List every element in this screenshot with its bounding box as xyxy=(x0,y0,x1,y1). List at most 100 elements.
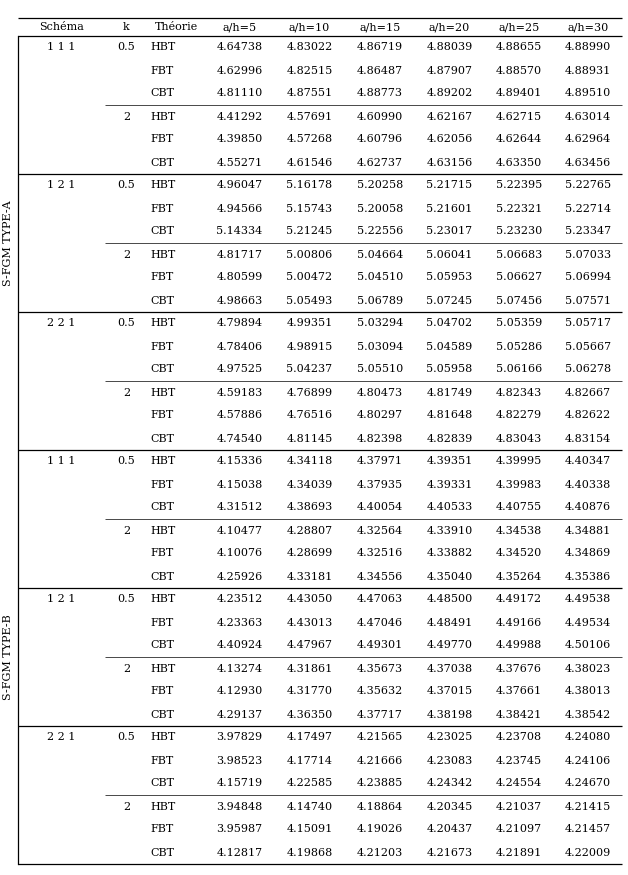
Text: 4.40755: 4.40755 xyxy=(496,502,542,513)
Text: CBT: CBT xyxy=(150,710,174,719)
Text: S-FGM TYPE-A: S-FGM TYPE-A xyxy=(3,200,13,286)
Text: 4.39983: 4.39983 xyxy=(496,480,542,489)
Text: 4.24106: 4.24106 xyxy=(565,755,611,766)
Text: 4.33910: 4.33910 xyxy=(426,526,473,536)
Text: 4.24080: 4.24080 xyxy=(565,732,611,743)
Text: 5.23017: 5.23017 xyxy=(426,227,472,236)
Text: 3.97829: 3.97829 xyxy=(217,732,263,743)
Text: 4.21415: 4.21415 xyxy=(565,802,611,811)
Text: CBT: CBT xyxy=(150,158,174,167)
Text: 4.82667: 4.82667 xyxy=(565,388,611,397)
Text: 4.37935: 4.37935 xyxy=(357,480,403,489)
Text: 5.07571: 5.07571 xyxy=(565,296,611,305)
Text: 4.62737: 4.62737 xyxy=(357,158,403,167)
Text: CBT: CBT xyxy=(150,88,174,99)
Text: CBT: CBT xyxy=(150,779,174,788)
Text: 4.88039: 4.88039 xyxy=(426,43,473,52)
Text: 4.89202: 4.89202 xyxy=(426,88,473,99)
Text: 4.38023: 4.38023 xyxy=(565,663,611,674)
Text: 4.47046: 4.47046 xyxy=(357,618,403,627)
Text: 4.81717: 4.81717 xyxy=(217,249,263,260)
Text: 4.39331: 4.39331 xyxy=(426,480,473,489)
Text: 5.03294: 5.03294 xyxy=(357,318,403,328)
Text: 4.86719: 4.86719 xyxy=(357,43,403,52)
Text: 5.04510: 5.04510 xyxy=(357,272,403,283)
Text: 4.63456: 4.63456 xyxy=(565,158,611,167)
Text: CBT: CBT xyxy=(150,571,174,582)
Text: 2: 2 xyxy=(123,663,130,674)
Text: 5.06278: 5.06278 xyxy=(565,365,611,374)
Text: 4.62996: 4.62996 xyxy=(217,66,263,75)
Text: 4.62056: 4.62056 xyxy=(426,135,473,144)
Text: 4.24342: 4.24342 xyxy=(426,779,473,788)
Text: FBT: FBT xyxy=(150,824,173,835)
Text: 2: 2 xyxy=(123,388,130,397)
Text: 4.35386: 4.35386 xyxy=(565,571,611,582)
Text: 4.20437: 4.20437 xyxy=(426,824,472,835)
Text: 4.62644: 4.62644 xyxy=(496,135,542,144)
Text: 4.10477: 4.10477 xyxy=(217,526,263,536)
Text: 4.88931: 4.88931 xyxy=(565,66,611,75)
Text: 4.24554: 4.24554 xyxy=(496,779,542,788)
Text: 4.21037: 4.21037 xyxy=(496,802,542,811)
Text: 5.21601: 5.21601 xyxy=(426,204,473,213)
Text: 4.49770: 4.49770 xyxy=(426,640,472,650)
Text: 4.28699: 4.28699 xyxy=(286,549,333,558)
Text: 5.06994: 5.06994 xyxy=(565,272,611,283)
Text: 4.89401: 4.89401 xyxy=(496,88,542,99)
Text: 4.20345: 4.20345 xyxy=(426,802,473,811)
Text: 4.57691: 4.57691 xyxy=(286,111,333,122)
Text: 4.82279: 4.82279 xyxy=(496,410,542,421)
Text: 4.34556: 4.34556 xyxy=(357,571,403,582)
Text: 4.15091: 4.15091 xyxy=(286,824,333,835)
Text: 4.82343: 4.82343 xyxy=(496,388,542,397)
Text: 3.98523: 3.98523 xyxy=(217,755,263,766)
Text: 4.21457: 4.21457 xyxy=(565,824,611,835)
Text: 4.29137: 4.29137 xyxy=(217,710,263,719)
Text: 4.37717: 4.37717 xyxy=(357,710,403,719)
Text: 4.87551: 4.87551 xyxy=(286,88,333,99)
Text: FBT: FBT xyxy=(150,687,173,696)
Text: 4.62964: 4.62964 xyxy=(565,135,611,144)
Text: 4.83022: 4.83022 xyxy=(286,43,333,52)
Text: k: k xyxy=(123,22,130,32)
Text: 4.41292: 4.41292 xyxy=(217,111,263,122)
Text: Schéma: Schéma xyxy=(39,22,84,32)
Text: 0.5: 0.5 xyxy=(117,457,136,466)
Text: 4.34520: 4.34520 xyxy=(496,549,542,558)
Text: FBT: FBT xyxy=(150,272,173,283)
Text: 5.22321: 5.22321 xyxy=(496,204,542,213)
Text: CBT: CBT xyxy=(150,296,174,305)
Text: 4.49538: 4.49538 xyxy=(565,594,611,605)
Text: CBT: CBT xyxy=(150,848,174,858)
Text: 4.49988: 4.49988 xyxy=(496,640,542,650)
Text: 5.05286: 5.05286 xyxy=(496,341,542,352)
Text: 4.82839: 4.82839 xyxy=(426,433,473,444)
Text: 5.21715: 5.21715 xyxy=(426,180,472,191)
Text: 4.37015: 4.37015 xyxy=(426,687,472,696)
Text: 4.49534: 4.49534 xyxy=(565,618,611,627)
Text: 4.57886: 4.57886 xyxy=(217,410,263,421)
Text: 4.23025: 4.23025 xyxy=(426,732,473,743)
Text: 4.38693: 4.38693 xyxy=(286,502,333,513)
Text: 4.39351: 4.39351 xyxy=(426,457,473,466)
Text: 2: 2 xyxy=(123,111,130,122)
Text: 5.04237: 5.04237 xyxy=(286,365,333,374)
Text: 5.14334: 5.14334 xyxy=(217,227,263,236)
Text: 4.63014: 4.63014 xyxy=(565,111,611,122)
Text: 4.80473: 4.80473 xyxy=(357,388,403,397)
Text: 5.16178: 5.16178 xyxy=(286,180,333,191)
Text: 2: 2 xyxy=(123,526,130,536)
Text: 1 1 1: 1 1 1 xyxy=(47,43,76,52)
Text: 4.98663: 4.98663 xyxy=(217,296,263,305)
Text: 4.23885: 4.23885 xyxy=(357,779,403,788)
Text: 2: 2 xyxy=(123,802,130,811)
Text: 4.82515: 4.82515 xyxy=(286,66,333,75)
Text: 4.19026: 4.19026 xyxy=(357,824,403,835)
Text: 5.05717: 5.05717 xyxy=(565,318,611,328)
Text: Théorie: Théorie xyxy=(155,22,198,32)
Text: 5.00472: 5.00472 xyxy=(286,272,333,283)
Text: 4.82622: 4.82622 xyxy=(565,410,611,421)
Text: 4.64738: 4.64738 xyxy=(217,43,263,52)
Text: 4.48491: 4.48491 xyxy=(426,618,473,627)
